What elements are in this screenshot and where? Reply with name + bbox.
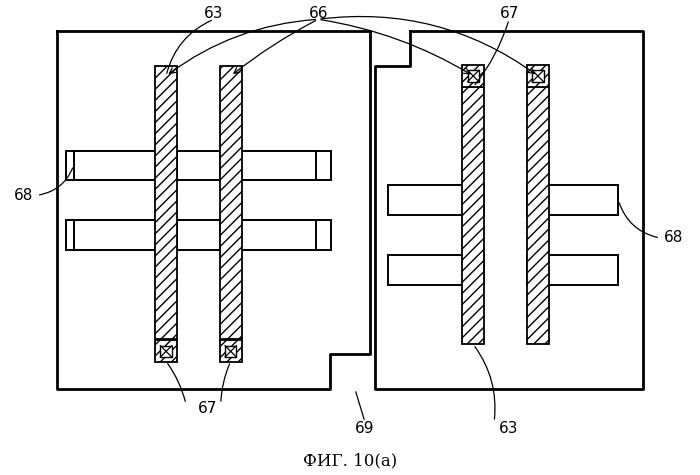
Bar: [527, 185, 618, 215]
Bar: [220, 220, 316, 250]
Text: 69: 69: [355, 421, 374, 437]
Text: ФИГ. 10(а): ФИГ. 10(а): [303, 452, 397, 469]
Bar: [155, 66, 177, 340]
Bar: [220, 151, 316, 180]
Text: 68: 68: [14, 188, 34, 203]
Bar: [527, 255, 618, 285]
Bar: [220, 341, 242, 362]
Text: 67: 67: [499, 6, 519, 21]
Bar: [74, 220, 177, 250]
Text: 67: 67: [198, 401, 218, 417]
Bar: [532, 70, 544, 82]
Bar: [220, 66, 242, 340]
Bar: [388, 255, 484, 285]
Bar: [66, 151, 331, 180]
Bar: [155, 341, 177, 362]
Bar: [74, 151, 177, 180]
Bar: [462, 65, 484, 87]
Bar: [388, 185, 484, 215]
Bar: [225, 346, 237, 357]
Bar: [66, 220, 331, 250]
Bar: [468, 70, 479, 82]
Text: 66: 66: [309, 6, 328, 21]
Bar: [462, 87, 484, 344]
Bar: [527, 87, 549, 344]
Text: 63: 63: [499, 421, 519, 437]
Bar: [160, 346, 172, 357]
Text: 63: 63: [204, 6, 223, 21]
Bar: [527, 65, 549, 87]
Text: 68: 68: [664, 230, 682, 246]
